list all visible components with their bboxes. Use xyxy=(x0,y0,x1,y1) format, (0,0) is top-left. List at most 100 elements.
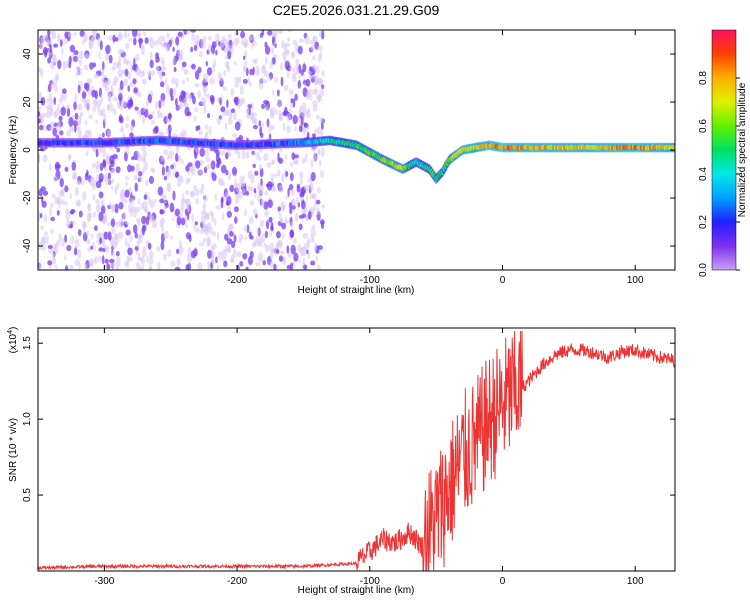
heatmap-noise-point xyxy=(115,250,120,257)
heatmap-noise-point xyxy=(240,181,246,188)
heatmap-noise-point xyxy=(176,248,180,254)
heatmap-noise-point xyxy=(252,66,255,76)
heatmap-noise-point xyxy=(110,204,116,211)
heatmap-noise-point xyxy=(78,229,82,237)
heatmap-noise-point xyxy=(292,160,299,165)
heatmap-noise-point xyxy=(316,65,320,74)
heatmap-noise-point xyxy=(84,263,88,270)
heatmap-noise-point xyxy=(244,208,247,217)
heatmap-noise-point xyxy=(225,152,229,160)
heatmap-noise-point xyxy=(321,84,325,90)
heatmap-noise-point xyxy=(220,106,226,113)
heatmap-noise-point xyxy=(256,240,263,247)
heatmap-noise-point xyxy=(317,45,323,52)
heatmap-noise-point xyxy=(233,183,238,189)
heatmap-noise-point xyxy=(172,190,176,201)
heatmap-noise-point xyxy=(163,230,169,239)
heatmap-noise-point xyxy=(137,198,141,205)
heatmap-noise-point xyxy=(59,39,63,47)
heatmap-noise-point xyxy=(119,116,124,124)
heatmap-noise-point xyxy=(291,50,295,59)
heatmap-noise-point xyxy=(316,206,320,216)
heatmap-noise-point xyxy=(193,115,197,122)
heatmap-noise-point xyxy=(53,43,59,48)
heatmap-noise-point xyxy=(291,204,296,210)
heatmap-noise-point xyxy=(229,257,235,263)
heatmap-noise-point xyxy=(133,87,138,94)
heatmap-noise-point xyxy=(79,111,84,117)
heatmap-noise-point xyxy=(258,81,264,90)
heatmap-noise-point xyxy=(149,39,155,49)
heatmap-noise-point xyxy=(276,240,283,245)
heatmap-noise-point xyxy=(306,240,310,249)
heatmap-noise-point xyxy=(149,199,155,209)
heatmap-noise-point xyxy=(273,186,276,192)
heatmap-noise-point xyxy=(224,192,230,198)
heatmap-noise-point xyxy=(245,114,252,119)
heatmap-noise-point xyxy=(264,106,269,111)
heatmap-noise-point xyxy=(129,235,133,243)
heatmap-noise-point xyxy=(284,49,290,56)
heatmap-noise-point xyxy=(127,203,133,214)
heatmap-noise-point xyxy=(148,114,153,120)
heatmap-noise-point xyxy=(146,70,152,75)
snr-series-line xyxy=(38,330,675,571)
heatmap-noise-point xyxy=(112,80,117,86)
heatmap-noise-point xyxy=(99,40,103,51)
heatmap-noise-point xyxy=(293,126,298,132)
heatmap-noise-point xyxy=(97,232,104,237)
heatmap-noise-point xyxy=(96,173,100,181)
snr-y-ticks: 0.5 1.0 1.5 xyxy=(22,336,675,502)
heatmap-noise-point xyxy=(78,50,84,60)
heatmap-noise-point xyxy=(40,36,45,45)
heatmap-noise-point xyxy=(205,93,212,99)
heatmap-noise-point xyxy=(48,164,52,172)
snr-y-multiplier-exp: 4 xyxy=(7,330,14,334)
heatmap-noise-point xyxy=(42,190,49,196)
heatmap-noise-point xyxy=(141,250,147,258)
heatmap-noise-point xyxy=(310,44,315,52)
heatmap-noise-point xyxy=(286,72,290,79)
heatmap-noise-point xyxy=(278,30,284,34)
heatmap-noise-point xyxy=(220,115,224,121)
heatmap-noise-point xyxy=(144,37,149,44)
heatmap-noise-point xyxy=(201,210,205,216)
heatmap-noise-point xyxy=(276,231,281,239)
heatmap-noise-point xyxy=(287,30,293,33)
heatmap-noise-point xyxy=(104,86,110,92)
heatmap-noise-point xyxy=(251,43,254,50)
heatmap-noise-point xyxy=(241,175,245,184)
heatmap-noise-point xyxy=(294,93,298,102)
heatmap-noise-point xyxy=(304,153,308,162)
heatmap-noise-point xyxy=(96,100,102,107)
heatmap-noise-point xyxy=(94,98,98,108)
heatmap-noise-point xyxy=(219,39,225,49)
heatmap-noise-point xyxy=(126,115,129,122)
heatmap-noise-point xyxy=(111,185,114,191)
heatmap-noise-point xyxy=(195,188,199,197)
heatmap-noise-point xyxy=(190,30,196,33)
heatmap-noise-point xyxy=(123,152,128,162)
heatmap-noise-point xyxy=(195,197,200,205)
heatmap-noise-point xyxy=(254,170,259,176)
heatmap-noise-point xyxy=(285,219,289,224)
heatmap-noise-point xyxy=(118,93,123,101)
heatmap-noise-point xyxy=(141,154,147,163)
heatmap-noise-point xyxy=(288,202,293,209)
heatmap-noise-point xyxy=(264,45,271,55)
heatmap-noise-point xyxy=(207,35,212,41)
heatmap-noise-point xyxy=(179,239,183,250)
heatmap-noise-point xyxy=(185,208,188,216)
heatmap-noise-point xyxy=(142,31,147,36)
heatmap-noise-point xyxy=(191,32,195,42)
heatmap-noise-point xyxy=(245,151,250,159)
heatmap-noise-point xyxy=(133,37,137,46)
heatmap-noise-point xyxy=(165,78,168,85)
heatmap-noise-point xyxy=(200,216,206,225)
heatmap-noise-point xyxy=(223,260,228,268)
heatmap-noise-point xyxy=(220,94,224,103)
heatmap-noise-point xyxy=(74,124,77,133)
heatmap-noise-point xyxy=(229,231,234,237)
heatmap-noise-point xyxy=(173,66,177,73)
heatmap-noise-point xyxy=(234,177,237,185)
